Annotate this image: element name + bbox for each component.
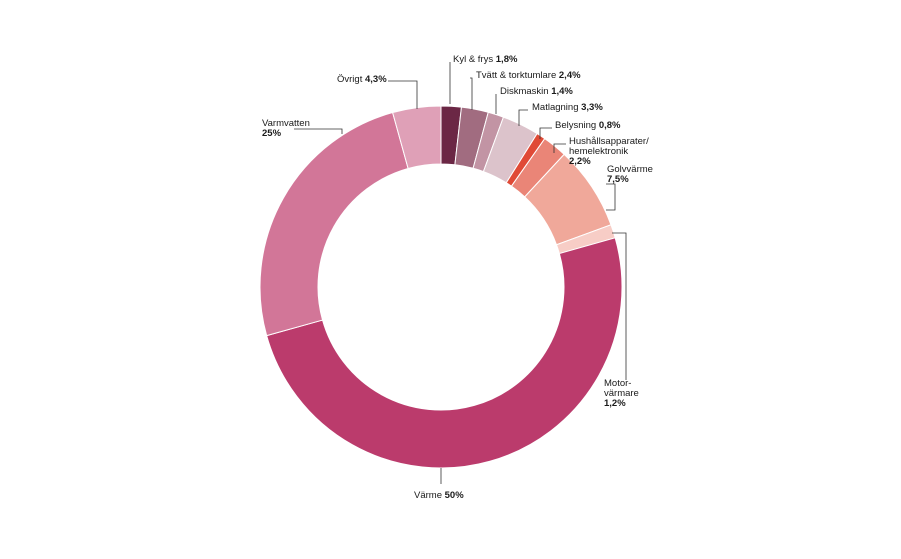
leader-lines [294,62,627,484]
slice-varmvatten [259,111,409,337]
label-varme: Värme 50% [414,490,464,501]
leader-motorvarmare [612,232,627,380]
leader-matlagning [518,109,528,126]
label-motorvarmare: Motor- värmare 1,2% [604,378,641,409]
label-diskmaskin: Diskmaskin 1,4% [500,86,573,97]
slice-varme [266,237,623,469]
leader-golvvarme [606,183,616,211]
label-varmvatten: Varmvatten 25% [262,118,313,139]
label-ovrigt: Övrigt 4,3% [337,74,387,85]
slice-labels: Kyl & frys 1,8% Tvätt & torktumlare 2,4%… [262,54,656,501]
label-kyl-frys: Kyl & frys 1,8% [453,54,518,65]
label-tvatt-torktumlare: Tvätt & torktumlare 2,4% [476,70,581,81]
leader-varmvatten [294,128,343,134]
label-hushallsapparater: Hushållsapparater/ hemelektronik 2,2% [569,136,651,167]
leader-hushall [553,143,566,153]
leader-belysning [539,127,552,139]
slice-ovrigt [392,105,442,170]
label-golvvarme: Golvvärme 7,5% [607,164,656,185]
label-belysning: Belysning 0,8% [555,120,621,131]
donut-slices [259,105,623,469]
label-matlagning: Matlagning 3,3% [532,102,603,113]
leader-tvatt [470,77,473,110]
leader-ovrigt [388,80,418,109]
